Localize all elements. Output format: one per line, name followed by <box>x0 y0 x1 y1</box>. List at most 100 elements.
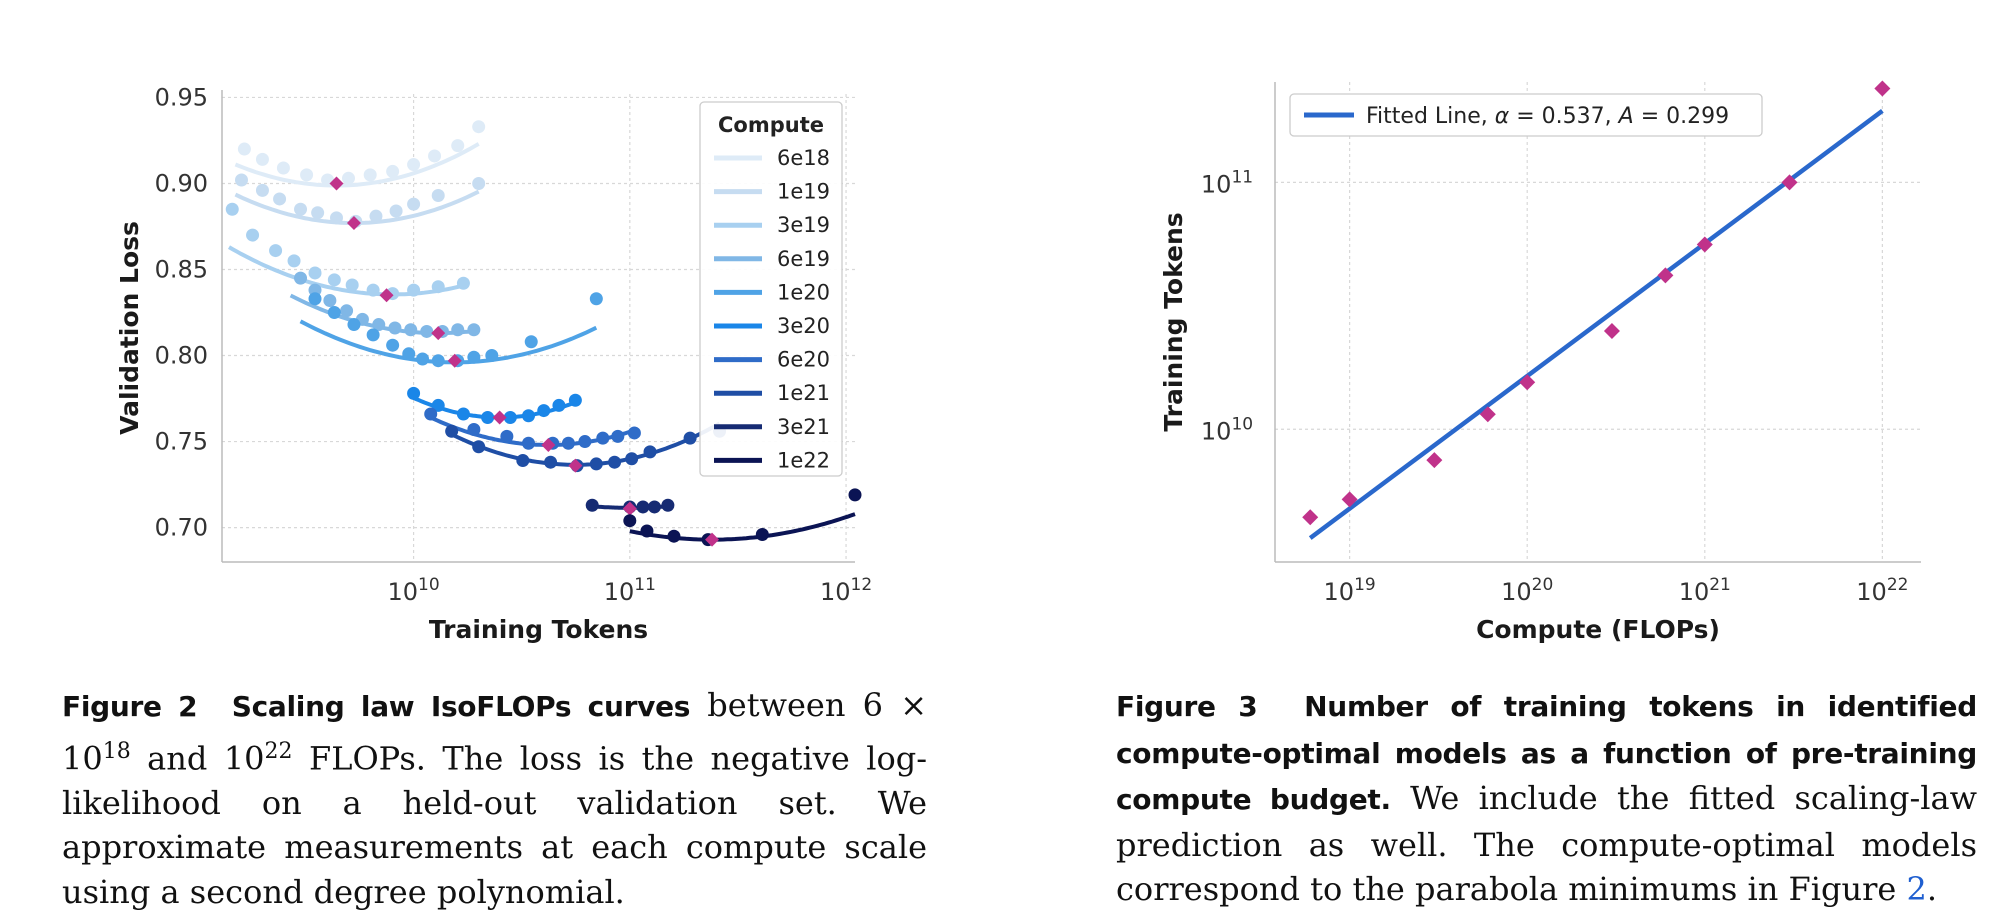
figure-2-ref-link[interactable]: 2 <box>1906 870 1927 908</box>
data-point <box>327 306 341 320</box>
data-point <box>407 386 421 400</box>
data-point <box>366 283 380 297</box>
data-point <box>404 323 418 337</box>
data-point <box>537 404 551 418</box>
y-tick-label: 1011 <box>1201 167 1253 198</box>
data-point <box>369 209 383 223</box>
legend-label: 3e20 <box>777 314 830 338</box>
data-point <box>848 488 862 502</box>
data-point <box>308 292 322 306</box>
data-point <box>524 335 538 349</box>
data-point <box>323 293 337 307</box>
minimum-marker <box>346 216 361 231</box>
y-tick-label: 0.75 <box>155 428 208 456</box>
data-point <box>755 527 769 541</box>
data-point <box>640 524 654 538</box>
optimal-point <box>1603 323 1620 340</box>
data-point <box>363 168 377 182</box>
data-point <box>308 266 322 280</box>
data-point <box>647 500 661 514</box>
optimal-point <box>1426 452 1443 469</box>
figure-3-label: Figure 3 <box>1116 690 1258 723</box>
minimum-marker <box>541 438 556 452</box>
data-point <box>467 323 481 337</box>
legend-label: 6e18 <box>777 146 830 170</box>
data-point <box>503 410 517 424</box>
legend-box <box>699 101 843 477</box>
series-3e20 <box>407 386 582 425</box>
data-point <box>407 158 421 172</box>
x-tick-label: 1012 <box>820 575 872 606</box>
data-point <box>402 347 416 361</box>
isoflops-chart: 0.95 0.90 0.85 0.80 0.75 0.70 1010 1011 1012 Trai… <box>115 83 872 644</box>
legend-label: 6e19 <box>777 247 830 271</box>
data-point <box>467 423 481 437</box>
minimum-marker <box>447 353 462 368</box>
data-point <box>522 436 536 450</box>
minimum-marker <box>705 532 720 547</box>
data-point <box>273 192 287 206</box>
data-point <box>472 120 486 134</box>
data-point <box>345 278 359 292</box>
data-point <box>445 424 459 438</box>
x-tick-label: 1021 <box>1679 575 1731 606</box>
data-point <box>667 529 681 543</box>
data-point <box>456 407 470 421</box>
x-tick-label: 1010 <box>387 575 439 606</box>
y-tick-label: 0.70 <box>155 514 208 542</box>
y-tick-label: 1010 <box>1201 414 1253 445</box>
minimum-marker <box>568 458 583 473</box>
legend-label: 3e21 <box>777 415 830 439</box>
data-point <box>255 183 269 197</box>
plot-area: 0.95 0.90 0.85 0.80 0.75 0.70 1010 1011 1012 Trai… <box>115 83 872 644</box>
legend-title: Compute <box>718 113 824 137</box>
optimal-point <box>1341 491 1358 508</box>
data-point <box>327 273 341 287</box>
data-point <box>269 244 283 258</box>
data-point <box>407 283 421 297</box>
data-point <box>451 139 465 153</box>
data-point <box>578 435 592 449</box>
legend-label: 3e19 <box>777 213 830 237</box>
fit-curve <box>299 319 598 365</box>
data-point <box>386 338 400 352</box>
data-point <box>683 431 697 445</box>
data-point <box>544 455 558 469</box>
y-tick-label: 0.95 <box>155 83 208 111</box>
optimal-point <box>1519 374 1536 391</box>
fit-curve <box>629 512 856 542</box>
data-point <box>389 204 403 218</box>
data-point <box>661 498 675 512</box>
data-point <box>608 455 622 469</box>
data-point <box>416 352 430 366</box>
series-6e20 <box>424 407 641 452</box>
data-point <box>472 440 486 454</box>
data-point <box>420 324 434 338</box>
y-axis-label: Validation Loss <box>115 221 144 435</box>
legend-label: 6e20 <box>777 348 830 372</box>
data-point <box>522 409 536 423</box>
data-point <box>625 452 639 466</box>
optimal-point <box>1781 174 1798 191</box>
data-point <box>431 354 445 368</box>
fit-curve <box>234 142 480 188</box>
data-point <box>623 514 637 528</box>
data-point <box>255 152 269 166</box>
data-point <box>472 176 486 190</box>
series-1e19 <box>234 173 486 231</box>
legend: Compute 6e18 1e19 3e19 6e19 1e20 3e20 6e20 1e21 3… <box>699 101 843 477</box>
minimum-marker <box>492 410 507 425</box>
x-axis-label: Training Tokens <box>429 615 648 644</box>
series-1e22 <box>623 488 862 547</box>
data-point <box>636 500 650 514</box>
data-point <box>237 142 251 156</box>
plot-area: 1019 1020 1021 1022 1010 1011 Compute (FLOPs) T… <box>1159 80 1921 644</box>
data-point <box>481 410 495 424</box>
series-1e20 <box>299 292 603 368</box>
figure-2-caption: Figure 2 Scaling law IsoFLOPs curves bet… <box>62 686 928 911</box>
optimal-point <box>1874 80 1891 97</box>
data-point <box>451 323 465 337</box>
data-point <box>294 202 308 216</box>
data-point <box>500 429 514 443</box>
data-point <box>568 393 582 407</box>
